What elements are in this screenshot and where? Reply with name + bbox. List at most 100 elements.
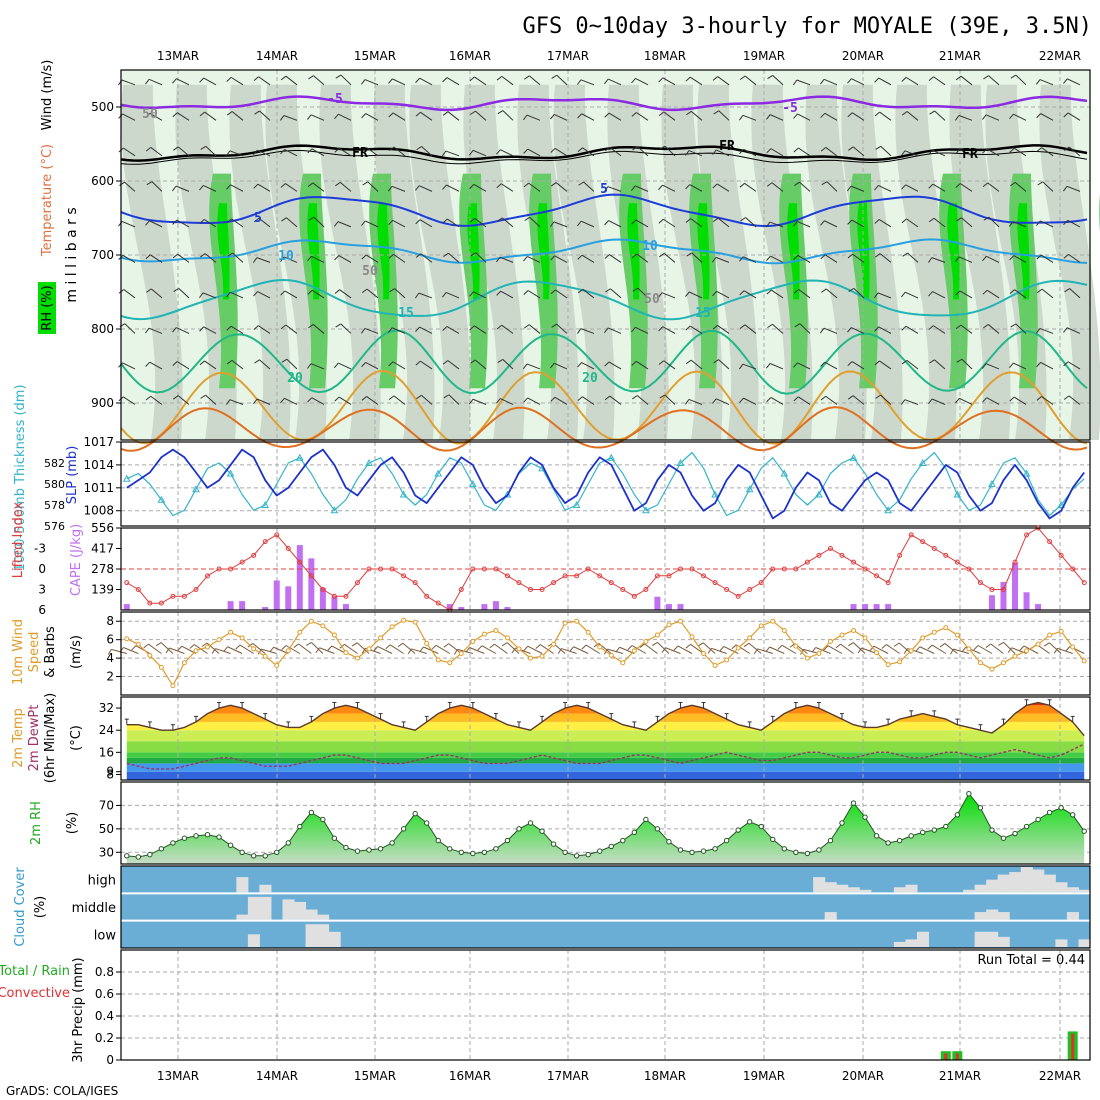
cloud-bar-middle xyxy=(997,912,1010,920)
wind-barb xyxy=(360,327,379,334)
temperature-tick-label: 32 xyxy=(99,701,114,715)
wind-barb xyxy=(712,217,730,228)
lifted-index-point xyxy=(897,552,903,558)
wind-barb xyxy=(226,111,244,121)
wind-panel xyxy=(107,612,1090,695)
rh-point xyxy=(885,840,891,846)
cloud-bar-middle xyxy=(259,896,272,920)
wind-barb xyxy=(431,644,451,654)
wind-barb xyxy=(712,290,730,299)
wind-barb xyxy=(1009,255,1027,263)
rh-axis-label: (%) xyxy=(65,812,80,835)
rh-contour-50 xyxy=(895,84,957,441)
cape-bar xyxy=(331,596,338,610)
wind-speed-point xyxy=(770,618,776,624)
lifted-index-point xyxy=(274,532,280,538)
wind-barb xyxy=(767,75,784,86)
wind-barb xyxy=(793,362,811,370)
wind-barb xyxy=(397,642,416,654)
thickness-axis-label: 1000-500mb Thickness (dm) xyxy=(13,384,28,571)
isotherm-20 xyxy=(120,329,1088,395)
wind-barb xyxy=(549,221,568,228)
wind-frame xyxy=(120,611,1091,696)
cape-bar xyxy=(988,595,995,610)
contour-label: FR xyxy=(962,147,978,162)
wind-barb xyxy=(443,394,460,405)
thickness-tick-label: 582 xyxy=(44,457,65,470)
wind-speed-point xyxy=(262,653,268,659)
wind-barb xyxy=(874,219,892,228)
wind-speed-point xyxy=(435,657,441,663)
wind-barb xyxy=(226,76,244,86)
contour-label: -5 xyxy=(327,92,343,107)
thickness-point xyxy=(192,485,200,493)
wind-barb xyxy=(524,75,541,86)
wind-barb xyxy=(307,148,325,157)
wind-barb xyxy=(1035,327,1054,334)
rh-point xyxy=(470,850,476,857)
wind-barb xyxy=(793,220,811,228)
wind-barb xyxy=(820,327,838,334)
wind-barb xyxy=(280,183,298,192)
pressure-axis-label: m i l l i b a r s xyxy=(64,207,80,302)
wind-barb xyxy=(1036,396,1054,405)
wind-speed-point xyxy=(1070,644,1076,650)
wind-barb xyxy=(765,646,785,654)
wind-barb xyxy=(551,74,568,86)
temperature-band xyxy=(126,713,1085,722)
wind-speed-point xyxy=(516,646,522,652)
lifted-tick-label: 0 xyxy=(38,562,46,576)
wind-barb xyxy=(954,115,973,121)
contour-label: 5 xyxy=(254,211,262,226)
wind-barb xyxy=(535,644,554,654)
cape-bar xyxy=(481,604,488,610)
temperature-band xyxy=(126,741,1085,753)
thickness-point xyxy=(711,490,719,498)
wind-barb xyxy=(765,221,784,228)
wind-barb xyxy=(280,75,298,86)
wind-barb xyxy=(523,324,541,334)
wind-barb xyxy=(639,643,658,654)
wind-barb xyxy=(416,394,433,405)
wind-speed-point xyxy=(158,664,164,670)
wind-barb xyxy=(361,396,379,405)
wind-barb xyxy=(900,150,919,157)
wind-barb xyxy=(145,220,163,228)
cape-bar xyxy=(239,601,246,610)
wind-barb xyxy=(661,647,681,654)
lifted-index-point xyxy=(158,600,164,606)
wind-barb xyxy=(200,145,217,157)
wind-barb xyxy=(874,111,892,121)
cloud-bar-low xyxy=(997,936,1010,947)
rh-point xyxy=(135,854,142,860)
wind-barb xyxy=(361,113,379,121)
cape-bar xyxy=(342,604,349,610)
wind-barb xyxy=(848,146,865,157)
lifted-index-point xyxy=(1047,539,1053,545)
wind-barb xyxy=(658,218,676,228)
lifted-index-point xyxy=(424,593,430,599)
rh-point xyxy=(1058,805,1064,811)
chart-title: GFS 0~10day 3-hourly for MOYALE (39E, 3.… xyxy=(522,14,1092,39)
wind-barb xyxy=(165,647,185,654)
wind-barb xyxy=(604,146,622,157)
lifted-index-point xyxy=(862,566,868,572)
lifted-index-point xyxy=(135,587,141,592)
wind-barb xyxy=(407,648,427,655)
rh-point xyxy=(1035,816,1041,823)
wind-barb xyxy=(739,290,757,299)
wind-barb xyxy=(577,113,595,121)
wind-barb xyxy=(226,184,244,192)
cape-bar xyxy=(123,604,130,610)
wind-barb xyxy=(998,641,1016,654)
wind-barb xyxy=(415,360,433,370)
contour-label: -5 xyxy=(782,101,798,116)
wind-barb xyxy=(707,647,727,654)
lifted-index-point xyxy=(251,552,257,558)
rh-point xyxy=(124,853,130,859)
wind-barb xyxy=(496,290,514,299)
wind-barb xyxy=(253,398,271,405)
wind-barb xyxy=(523,397,541,405)
thickness-point xyxy=(676,458,685,466)
lifted-index-point xyxy=(378,566,384,572)
